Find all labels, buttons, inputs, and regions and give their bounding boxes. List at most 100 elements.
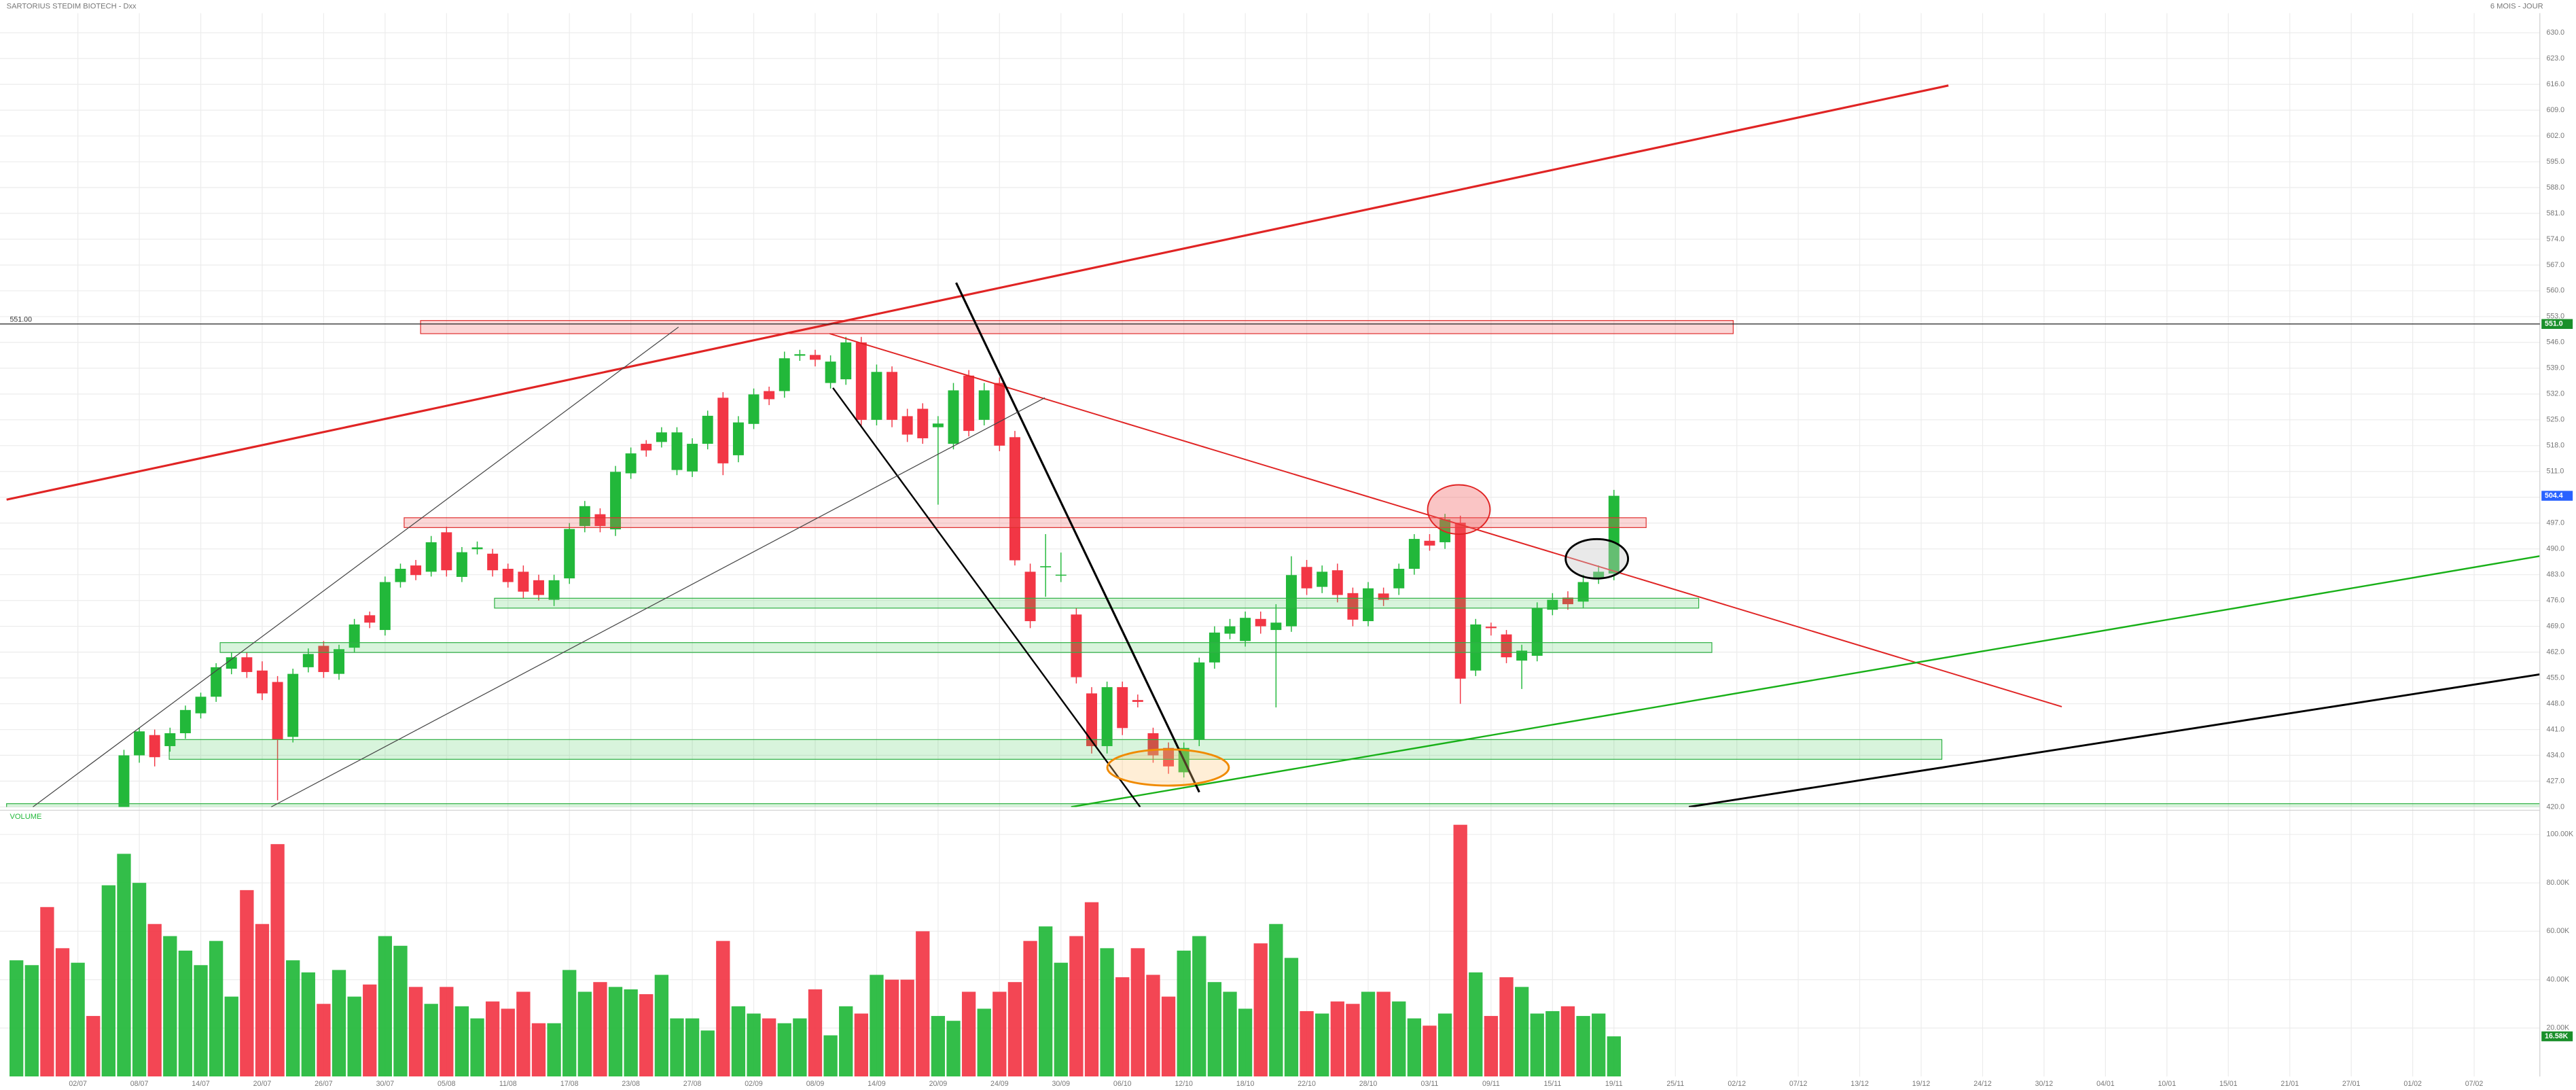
volume-badge: 16.58K [2545,1032,2569,1040]
volume-bar [1514,987,1529,1077]
y-tick-label: 441.0 [2546,725,2564,733]
volume-bar [1300,1010,1314,1077]
candle-body [1363,588,1374,622]
volume-bar [531,1023,546,1077]
candle-body [364,615,376,623]
volume-bar [1607,1036,1621,1077]
candle-body [948,390,959,444]
trend-line [829,333,2062,707]
volume-bar [547,1023,561,1077]
volume-bar [1592,1013,1606,1077]
volume-bar [808,989,823,1077]
volume-bar [71,962,85,1077]
volume-bar [1039,926,1053,1077]
candle-body [748,394,759,424]
volume-bar [1376,991,1391,1077]
candle-body [379,582,391,631]
volume-bar [685,1018,700,1077]
candle-body [1485,627,1497,629]
x-tick-label: 28/10 [1359,1080,1378,1088]
volume-bar [363,984,377,1077]
candle-body [502,569,514,582]
candle-body [1024,572,1036,622]
candle-body [103,829,114,873]
y-tick-label: 448.0 [2546,699,2564,707]
candle-body [118,755,130,807]
candle-body [548,580,560,600]
x-tick-label: 26/07 [315,1080,333,1088]
highlight-circle [1106,748,1230,787]
candle-body [702,415,713,444]
x-tick-label: 03/11 [1421,1080,1439,1088]
candle-body [1531,608,1543,656]
candle-body [779,358,790,391]
volume-bar [1100,948,1114,1077]
volume-bar [1084,902,1099,1077]
volume-bar [562,970,577,1077]
candle-body [226,657,237,669]
resistance-zone [420,320,1734,334]
volume-bar [163,936,177,1077]
volume-bar [440,987,454,1077]
volume-bar [593,982,607,1077]
reference-badge: 551.0 [2545,320,2563,328]
volume-bar [286,960,300,1077]
x-tick-label: 04/01 [2096,1080,2115,1088]
candle-body [302,654,314,667]
period-label: 6 MOIS - JOUR [2490,3,2543,11]
volume-bar [946,1021,961,1077]
volume-bar [1361,991,1376,1077]
y-tick-label: 595.0 [2546,158,2564,166]
volume-bar [1576,1016,1590,1077]
candle-body [1101,687,1113,746]
candle-body [1608,495,1620,574]
x-tick-label: 08/09 [806,1080,825,1088]
candle-body [717,398,729,463]
volume-badge-bg [2541,1031,2573,1042]
x-tick-label: 17/08 [560,1080,579,1088]
volume-bar [670,1018,684,1077]
trend-line [1688,673,2540,807]
volume-bar [1253,943,1268,1077]
x-tick-label: 27/08 [683,1080,702,1088]
x-tick-label: 15/11 [1543,1080,1561,1088]
x-tick-label: 30/12 [2035,1080,2054,1088]
volume-bar [454,1006,469,1077]
volume-bar [700,1030,715,1077]
y-tick-label: 609.0 [2546,106,2564,114]
volume-bar [608,987,623,1077]
candle-body [334,649,345,674]
volume-bar [654,974,669,1077]
volume-bar [1469,972,1483,1077]
candle-body [1516,650,1528,661]
candle-body [610,472,622,529]
volume-bar [1238,1008,1253,1077]
candle-body [1301,567,1312,588]
candle-body [641,444,652,451]
volume-bar [823,1035,838,1077]
candle-body [855,342,867,420]
x-tick-label: 13/12 [1850,1080,1869,1088]
y-tick-label: 497.0 [2546,519,2564,527]
y-tick-label: 483.0 [2546,571,2564,579]
candle-body [810,355,821,360]
chart-title: SARTORIUS STEDIM BIOTECH - Dxx [7,3,137,11]
candle-body [410,565,422,576]
volume-bar [1115,977,1130,1077]
candle-body [994,383,1005,446]
candle-body [1009,437,1020,561]
volume-bar [10,960,24,1077]
volume-bar [1284,957,1299,1077]
volume-bar [501,1008,515,1077]
volume-bar [1453,824,1467,1077]
volume-bar [101,885,116,1077]
candle-body [1285,575,1297,627]
candle-body [1209,632,1220,663]
volume-bar [716,940,730,1077]
candle-body [1439,519,1451,542]
trend-line [955,282,1200,793]
candle-body [518,572,529,592]
y-tick-label: 602.0 [2546,132,2564,140]
